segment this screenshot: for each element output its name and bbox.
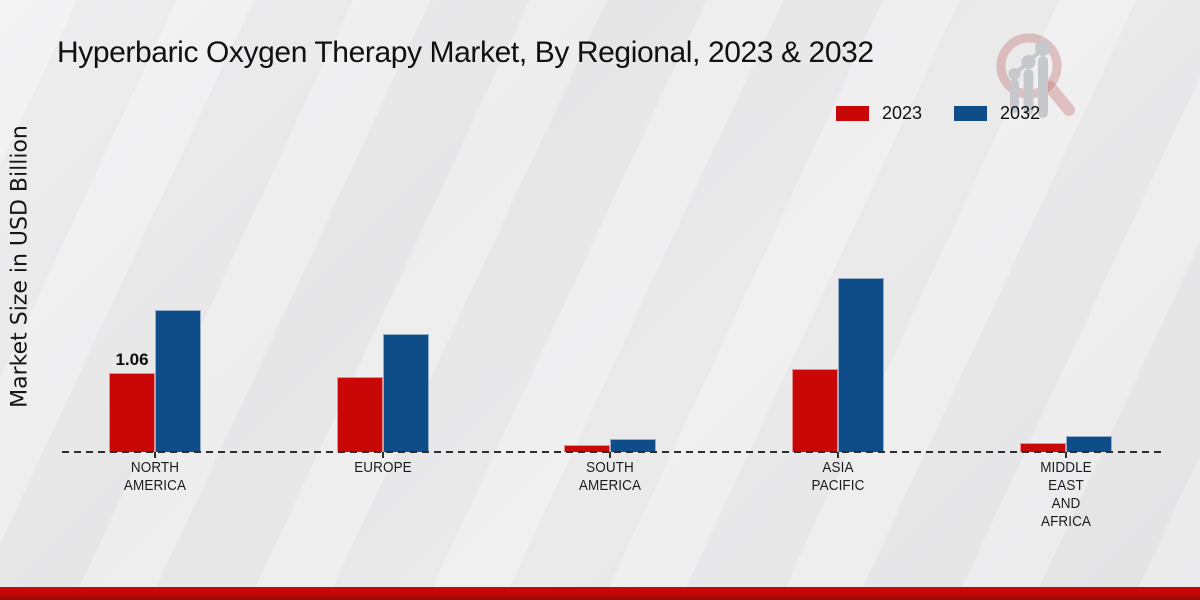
- axis-tick: [1065, 452, 1067, 458]
- category-label-asia-pacific: ASIA PACIFIC: [811, 459, 865, 494]
- legend-label-2032: 2032: [1000, 103, 1041, 123]
- bar-value-label: 1.06: [115, 350, 149, 369]
- chart-title: Hyperbaric Oxygen Therapy Market, By Reg…: [57, 36, 874, 69]
- axis-tick: [154, 452, 156, 458]
- footer-red-band: [0, 587, 1200, 600]
- bar-2032-north-america: [155, 310, 201, 452]
- category-label-south-america: SOUTH AMERICA: [578, 459, 642, 494]
- category-label-north-america: NORTH AMERICA: [123, 459, 187, 494]
- bar-2023-middle-east-and-africa: [1020, 443, 1066, 452]
- bar-2032-middle-east-and-africa: [1066, 436, 1112, 452]
- bar-2023-europe: [337, 377, 383, 452]
- bar-2023-north-america: [109, 373, 155, 452]
- bar-2023-south-america: [564, 445, 610, 452]
- legend: 2023 2032: [836, 103, 1040, 124]
- legend-swatch-2023: [836, 106, 869, 121]
- legend-item-2032: 2032: [954, 103, 1040, 124]
- bar-2032-south-america: [610, 439, 656, 452]
- legend-label-2023: 2023: [882, 103, 923, 123]
- bar-2023-asia-pacific: [792, 369, 838, 452]
- legend-swatch-2032: [954, 106, 988, 121]
- category-label-middle-east-and-africa: MIDDLE EAST AND AFRICA: [1040, 459, 1092, 530]
- category-label-europe: EUROPE: [354, 459, 412, 476]
- axis-tick: [609, 452, 611, 458]
- legend-item-2023: 2023: [836, 103, 922, 124]
- bar-2032-asia-pacific: [838, 278, 884, 452]
- x-axis-baseline: [62, 451, 1164, 453]
- bar-2032-europe: [383, 334, 429, 452]
- axis-tick: [382, 452, 384, 458]
- magnifier-bar-chart-logo-icon: [993, 22, 1105, 139]
- y-axis-label: Market Size in USD Billion: [7, 125, 33, 408]
- axis-tick: [837, 452, 839, 458]
